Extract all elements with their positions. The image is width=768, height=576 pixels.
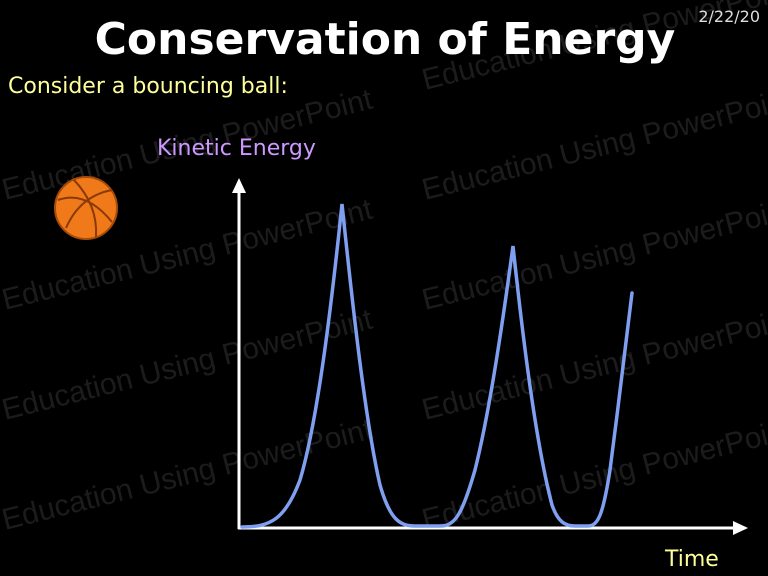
kinetic-energy-curve (240, 203, 634, 529)
y-axis-label: Kinetic Energy (157, 136, 316, 161)
ball-seams (57, 179, 113, 238)
ball-body (54, 176, 118, 240)
axes (232, 178, 748, 535)
y-axis-arrow (232, 178, 246, 193)
slide-title: Conservation of Energy (95, 14, 676, 65)
x-axis-arrow (733, 521, 748, 535)
subtitle: Consider a bouncing ball: (8, 74, 288, 99)
slide-date: 2/22/20 (698, 7, 760, 26)
x-axis-label: Time (664, 547, 719, 572)
ball (54, 176, 118, 240)
